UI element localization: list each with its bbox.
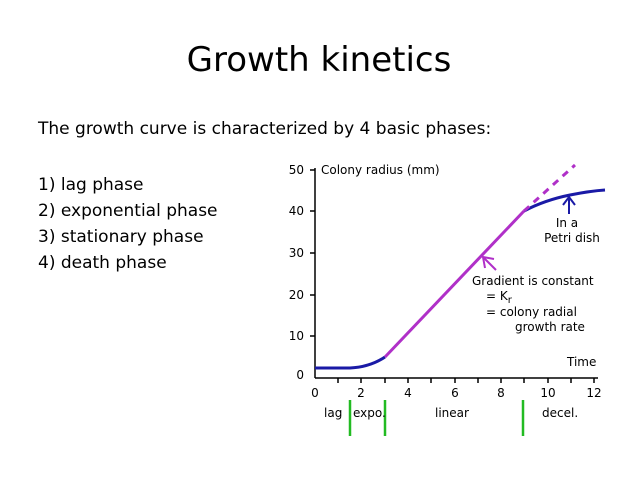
gradient-annotation-line-1: Gradient is constant <box>472 274 594 288</box>
phase-item-lag: 1) lag phase <box>38 175 144 195</box>
gradient-annotation-k: = K <box>486 289 509 303</box>
phase-list: 1) lag phase 2) exponential phase 3) sta… <box>38 172 218 276</box>
linear-extrapolation-dashes <box>522 163 577 213</box>
y-tick-label: 40 <box>289 204 304 218</box>
gradient-annotation-line-3: = colony radial <box>486 305 577 319</box>
x-tick-labels: 0 2 4 6 8 10 12 <box>311 386 601 400</box>
gradient-annotation-subscript: r <box>508 295 513 306</box>
y-tick-label: 0 <box>296 368 304 382</box>
phase-label-linear: linear <box>435 406 469 420</box>
y-tick-label: 30 <box>289 246 304 260</box>
dish-arrow <box>562 195 576 214</box>
gradient-annotation-line-2: = Kr <box>486 289 513 306</box>
phase-item-exponential: 2) exponential phase <box>38 201 218 221</box>
deceleration-curve <box>523 188 606 213</box>
x-ticks <box>337 378 595 383</box>
x-tick-label: 8 <box>497 386 505 400</box>
dish-annotation-line-1: In a <box>556 216 578 230</box>
phase-item-death: 4) death phase <box>38 253 167 273</box>
y-tick-labels: 50 40 30 20 10 0 <box>289 163 304 382</box>
x-tick-label: 6 <box>451 386 459 400</box>
slide-subtitle: The growth curve is characterized by 4 b… <box>38 119 492 139</box>
phase-item-stationary: 3) stationary phase <box>38 227 204 247</box>
y-tick-label: 10 <box>289 329 304 343</box>
lag-curve <box>315 355 386 370</box>
phase-label-decel: decel. <box>542 406 578 420</box>
gradient-arrow <box>481 255 497 271</box>
y-tick-label: 50 <box>289 163 304 177</box>
x-tick-label: 0 <box>311 386 319 400</box>
slide-title: Growth kinetics <box>186 40 452 80</box>
dish-annotation-line-2: Petri dish <box>544 231 600 245</box>
phase-dividers <box>348 400 525 436</box>
linear-phase-line <box>383 209 526 359</box>
y-axis-label: Colony radius (mm) <box>321 163 440 177</box>
x-axis-label: Time <box>566 355 596 369</box>
y-tick-label: 20 <box>289 288 304 302</box>
x-tick-label: 10 <box>540 386 555 400</box>
x-tick-label: 12 <box>586 386 601 400</box>
y-ticks <box>310 169 315 337</box>
phase-label-lag: lag <box>324 406 342 420</box>
x-tick-label: 4 <box>404 386 412 400</box>
x-tick-label: 2 <box>357 386 365 400</box>
phase-label-expo: expo. <box>353 406 386 420</box>
gradient-annotation-line-4: growth rate <box>515 320 585 334</box>
